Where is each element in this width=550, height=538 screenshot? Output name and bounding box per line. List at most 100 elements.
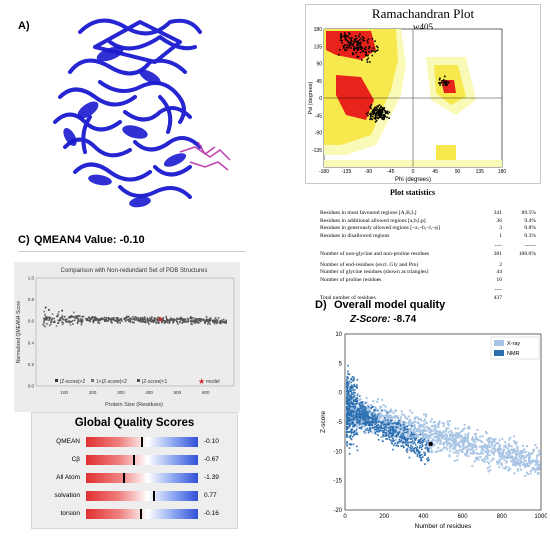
xray-point — [464, 452, 467, 455]
xray-point — [519, 468, 522, 471]
qmean-reference-point — [137, 319, 140, 321]
xray-point — [404, 424, 407, 427]
nmr-point — [352, 386, 354, 389]
rama-residue-point — [448, 81, 450, 84]
qmean-reference-point — [98, 318, 100, 321]
nmr-point — [420, 458, 422, 460]
xray-point — [445, 446, 448, 449]
nmr-point — [409, 446, 411, 449]
nmr-point — [348, 443, 351, 445]
xray-point — [532, 466, 535, 469]
rama-residue-point — [376, 116, 379, 119]
xray-point — [356, 422, 359, 425]
xray-point — [512, 456, 515, 459]
nmr-point — [349, 399, 352, 401]
xray-point — [450, 432, 453, 435]
rama-y-tick: -90 — [315, 131, 322, 137]
xray-point — [534, 468, 537, 471]
nmr-point — [363, 423, 366, 425]
quality-row: solvation 0.77 — [32, 491, 237, 501]
xray-point — [484, 446, 487, 449]
xray-point — [410, 434, 413, 437]
qmean-reference-point — [51, 317, 54, 320]
qmean-reference-point — [93, 316, 95, 319]
nmr-point — [402, 434, 405, 436]
nmr-point — [356, 414, 358, 416]
xray-point — [435, 432, 438, 435]
overall-y-tick: -15 — [333, 479, 342, 485]
qmean-reference-point — [81, 318, 84, 321]
nmr-point — [348, 431, 351, 433]
nmr-point — [346, 442, 348, 445]
xray-point — [505, 455, 508, 458]
rama-y-tick: -45 — [315, 113, 322, 119]
xray-point — [435, 431, 438, 434]
qmean-reference-point — [109, 318, 112, 321]
nmr-point — [348, 412, 351, 414]
nmr-point — [406, 431, 409, 433]
xray-point — [427, 437, 430, 440]
xray-point — [403, 434, 406, 437]
nmr-point — [349, 410, 351, 412]
nmr-point — [405, 449, 408, 452]
rama-residue-point — [351, 53, 354, 56]
xray-point — [454, 439, 457, 442]
xray-point — [528, 457, 531, 460]
qmean-reference-point — [101, 317, 103, 319]
xray-point — [468, 427, 471, 430]
xray-point — [532, 459, 535, 462]
rama-residue-point — [377, 114, 379, 117]
nmr-point — [348, 453, 351, 455]
nmr-point — [406, 439, 409, 442]
rama-residue-point — [439, 77, 441, 80]
qmean-reference-point — [191, 323, 194, 326]
xray-point — [365, 397, 368, 400]
nmr-point — [353, 384, 355, 387]
xray-point — [398, 435, 401, 438]
qmean-reference-point — [102, 318, 104, 321]
nmr-point — [358, 421, 361, 424]
nmr-point — [374, 423, 377, 425]
qmean-reference-point — [85, 317, 87, 320]
rama-residue-point — [348, 32, 350, 34]
xray-point — [534, 470, 537, 473]
qmean-reference-point — [135, 318, 138, 321]
nmr-point — [394, 430, 396, 433]
xray-point — [521, 449, 524, 452]
rama-residue-point — [339, 37, 342, 40]
nmr-point — [348, 403, 351, 406]
qmean-reference-point — [168, 322, 170, 324]
xray-point — [416, 416, 419, 419]
qmean-reference-point — [219, 321, 222, 323]
qmean-legend: |Z-score|>2 1<|Z-score|<2 |Z-score|<1 mo… — [55, 377, 220, 386]
qmean-reference-point — [72, 323, 74, 325]
qmean-reference-point — [189, 316, 192, 318]
rama-residue-point — [340, 33, 342, 35]
xray-point — [433, 432, 436, 435]
xray-point — [471, 447, 474, 450]
nmr-point — [353, 414, 355, 417]
xray-point — [481, 452, 484, 455]
nmr-point — [419, 445, 421, 447]
xray-point — [423, 423, 426, 426]
rama-residue-point — [381, 114, 383, 117]
xray-point — [352, 400, 355, 403]
qmean-reference-point — [62, 322, 64, 324]
xray-point — [466, 426, 469, 429]
xray-point — [352, 397, 355, 400]
qmean-reference-point — [209, 323, 211, 325]
nmr-point — [367, 422, 370, 425]
xray-point — [405, 430, 408, 433]
qmean-reference-point — [81, 316, 83, 318]
xray-point — [456, 432, 459, 435]
xray-point — [467, 443, 470, 446]
xray-point — [490, 444, 493, 447]
xray-point — [405, 441, 408, 444]
qmean-reference-point — [157, 319, 159, 321]
nmr-point — [347, 385, 349, 387]
nmr-point — [348, 380, 350, 383]
nmr-point — [382, 434, 385, 437]
xray-point — [425, 429, 428, 432]
nmr-point — [367, 414, 369, 416]
xray-point — [404, 421, 407, 424]
